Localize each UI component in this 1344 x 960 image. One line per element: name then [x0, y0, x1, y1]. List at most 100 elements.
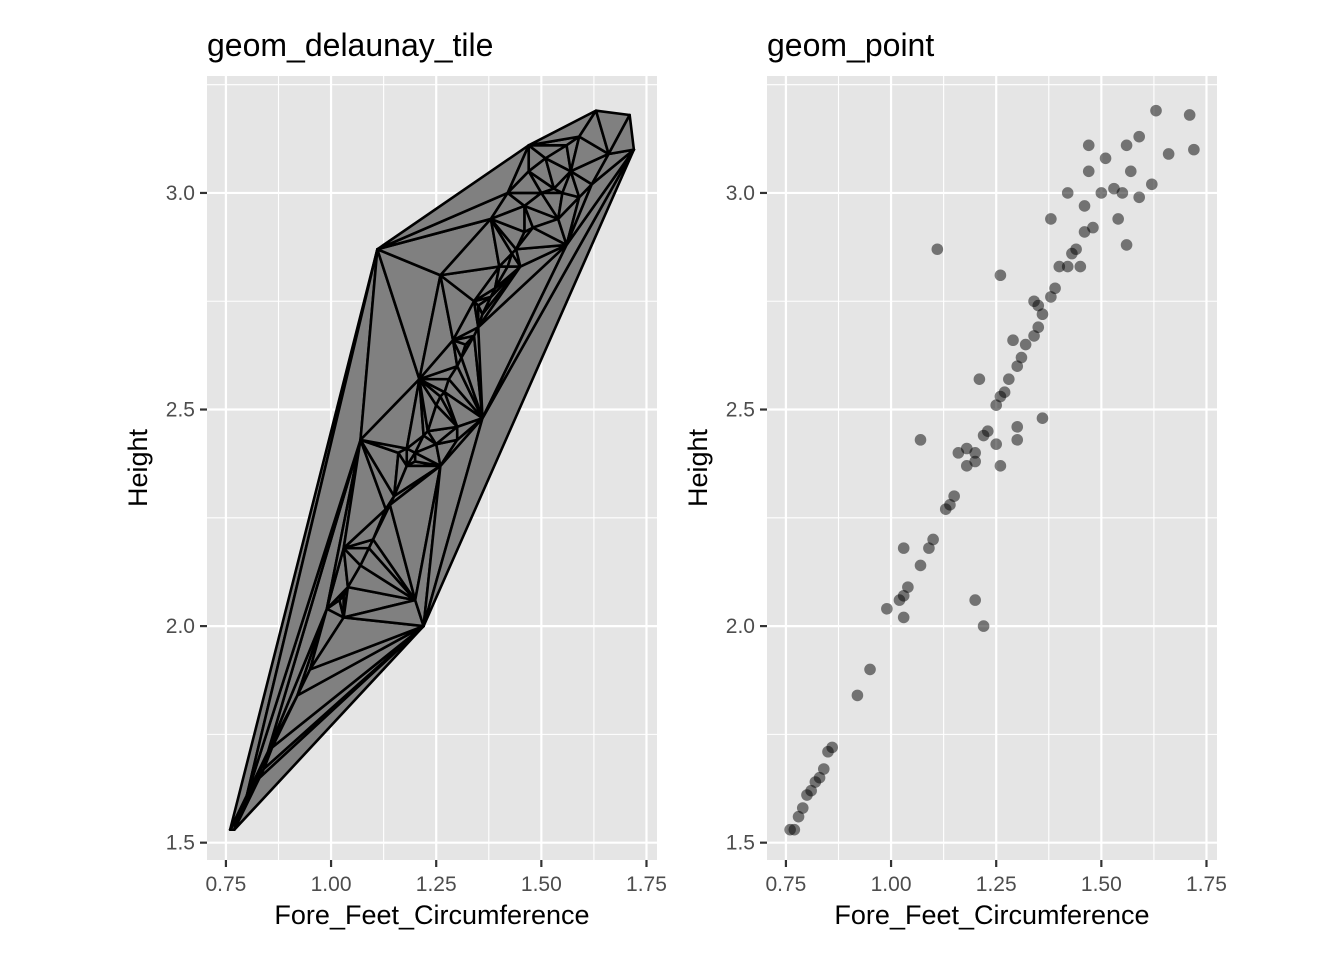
data-point — [1146, 178, 1158, 191]
x-tick-label: 1.25 — [416, 873, 457, 896]
data-point — [1133, 191, 1145, 204]
scatter-points — [784, 104, 1200, 836]
data-point — [1061, 260, 1074, 273]
data-point — [1036, 308, 1049, 321]
data-point — [881, 602, 893, 615]
delaunay-tile — [258, 624, 425, 780]
data-point — [1011, 434, 1024, 446]
data-point — [931, 243, 944, 256]
data-point — [969, 447, 981, 459]
data-point — [788, 823, 801, 836]
data-point — [796, 802, 809, 814]
data-point — [1112, 213, 1124, 225]
data-point — [792, 810, 805, 823]
x-tick-label: 1.50 — [521, 873, 562, 896]
data-point — [1074, 260, 1087, 273]
x-axis-label-delaunay: Fore_Feet_Circumference — [274, 900, 589, 930]
data-point — [1053, 260, 1066, 273]
delaunay-tiles — [228, 109, 636, 831]
plot-background-scatter — [767, 76, 1217, 860]
data-point — [817, 763, 830, 775]
data-point — [948, 490, 960, 502]
x-axis-delaunay: 0.75 1.00 1.25 1.50 1.75 — [205, 860, 667, 896]
data-point — [1011, 421, 1024, 433]
data-point — [1045, 291, 1057, 303]
data-point — [1032, 299, 1045, 312]
data-point — [1162, 148, 1175, 160]
data-point — [1183, 109, 1196, 121]
data-point — [969, 594, 981, 606]
y-tick-label: 3.0 — [166, 182, 195, 205]
data-point — [994, 269, 1007, 282]
y-tick-label: 1.5 — [166, 832, 195, 855]
data-point — [1120, 239, 1133, 251]
y-tick-label: 1.5 — [726, 832, 755, 855]
data-point — [1036, 412, 1049, 424]
data-point — [1049, 282, 1061, 295]
x-axis-scatter: 0.75 1.00 1.25 1.50 1.75 — [765, 860, 1227, 896]
data-point — [981, 425, 994, 437]
data-point — [1133, 130, 1145, 143]
data-point — [1078, 200, 1091, 212]
data-point — [923, 542, 935, 554]
data-point — [826, 741, 838, 754]
y-axis-scatter: 1.5 2.0 2.5 3.0 — [726, 182, 767, 855]
data-point — [1124, 165, 1137, 178]
data-point — [897, 542, 910, 554]
y-axis-label-delaunay: Height — [123, 428, 153, 507]
data-point — [973, 373, 986, 386]
data-point — [1116, 187, 1129, 199]
y-axis-label-scatter: Height — [683, 428, 713, 507]
data-point — [851, 689, 864, 702]
data-point — [1120, 139, 1133, 152]
data-point — [1082, 165, 1095, 178]
y-tick-label: 3.0 — [726, 182, 755, 205]
data-point — [1019, 338, 1032, 351]
data-point — [1011, 360, 1024, 373]
data-point — [1015, 351, 1028, 364]
data-point — [1087, 221, 1099, 234]
data-point — [813, 771, 826, 784]
data-point — [902, 581, 914, 593]
panel-delaunay: geom_delaunay_tile 1.5 2.0 2.5 3.0 0.75 1.00… — [123, 27, 667, 930]
data-point — [1028, 330, 1040, 342]
y-tick-label: 2.0 — [726, 615, 755, 638]
data-point — [1150, 104, 1162, 117]
y-tick-label: 2.0 — [166, 615, 195, 638]
x-tick-label: 1.25 — [976, 873, 1017, 896]
data-point — [805, 784, 817, 797]
data-point — [1003, 373, 1015, 386]
delaunay-tile — [426, 403, 459, 433]
y-tick-label: 2.5 — [726, 399, 755, 422]
panel-scatter: geom_point 1.5 2.0 2.5 3.0 0.75 1.00 1.25 1.50… — [683, 27, 1227, 930]
y-tick-label: 2.5 — [166, 399, 195, 422]
data-point — [1061, 187, 1074, 199]
x-tick-label: 0.75 — [205, 873, 246, 896]
x-tick-label: 0.75 — [765, 873, 806, 896]
data-point — [944, 499, 956, 511]
delaunay-tile — [607, 113, 636, 156]
data-point — [1188, 143, 1200, 156]
data-point — [1032, 321, 1045, 334]
x-tick-label: 1.75 — [1186, 873, 1227, 896]
data-point — [864, 663, 876, 676]
data-point — [969, 455, 981, 468]
data-point — [897, 611, 910, 624]
data-point — [1095, 187, 1108, 199]
delaunay-tile — [455, 416, 484, 442]
data-point — [977, 620, 990, 632]
panel-title-delaunay: geom_delaunay_tile — [207, 27, 493, 63]
data-point — [990, 399, 1003, 411]
y-axis-delaunay: 1.5 2.0 2.5 3.0 — [166, 182, 207, 855]
data-point — [1099, 152, 1112, 165]
panel-title-scatter: geom_point — [767, 27, 934, 63]
data-point — [994, 460, 1007, 472]
x-tick-label: 1.50 — [1081, 873, 1122, 896]
data-point — [1007, 334, 1019, 347]
data-point — [998, 386, 1011, 398]
x-tick-label: 1.75 — [626, 873, 667, 896]
data-point — [1070, 243, 1082, 256]
x-axis-label-scatter: Fore_Feet_Circumference — [834, 900, 1149, 930]
x-tick-label: 1.00 — [871, 873, 912, 896]
